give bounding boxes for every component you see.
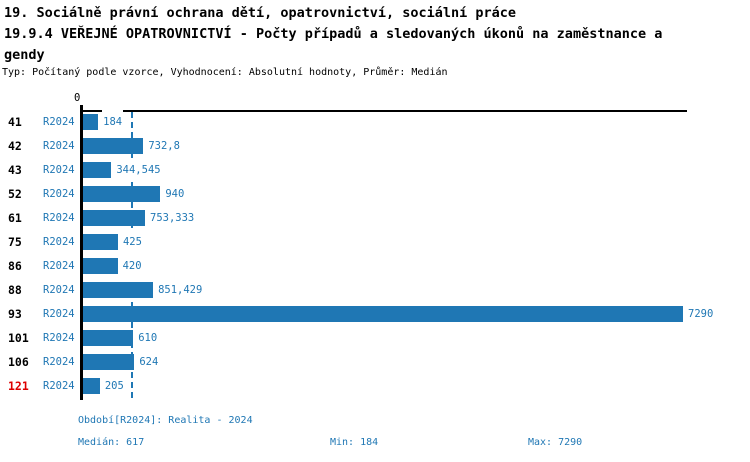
category-label: 88: [8, 283, 22, 297]
series-label: R2024: [43, 188, 75, 200]
category-label: 42: [8, 139, 22, 153]
chart-row: 101 R2024 610: [0, 326, 750, 350]
axis-origin-label: 0: [74, 92, 81, 104]
bar: [83, 282, 154, 298]
category-label: 41: [8, 115, 22, 129]
category-label: 106: [8, 355, 29, 369]
value-label: 624: [138, 350, 160, 374]
report-title-line-2: 19.9.4 VEŘEJNÉ OPATROVNICTVÍ - Počty pří…: [4, 26, 663, 42]
bar: [83, 258, 118, 274]
series-label: R2024: [43, 332, 75, 344]
value-label: 344,545: [115, 158, 162, 182]
chart-row: 121 R2024 205: [0, 374, 750, 398]
min-stat: Min: 184: [330, 437, 379, 448]
bar-chart: 0 41 R2024 184 42 R2024 732,8 43 R2024 344,545 52…: [0, 92, 750, 400]
series-label: R2024: [43, 116, 75, 128]
category-label: 121: [8, 379, 29, 393]
value-label: 610: [137, 326, 159, 350]
category-label: 43: [8, 163, 22, 177]
value-label: 205: [103, 374, 125, 398]
series-label: R2024: [43, 284, 75, 296]
series-label: R2024: [43, 140, 75, 152]
bar: [83, 354, 135, 370]
report-title-line-1: 19. Sociálně právní ochrana dětí, opatro…: [4, 5, 517, 21]
chart-row: 52 R2024 940: [0, 182, 750, 206]
bar: [83, 138, 144, 154]
series-label: R2024: [43, 260, 75, 272]
value-label: 940: [164, 182, 186, 206]
value-label: 851,429: [157, 278, 204, 302]
bar: [83, 306, 683, 322]
category-label: 52: [8, 187, 22, 201]
chart-row: 75 R2024 425: [0, 230, 750, 254]
value-label: 425: [121, 230, 143, 254]
report-title-line-3: gendy: [4, 47, 45, 63]
bar: [83, 234, 118, 250]
y-axis-line: [80, 105, 83, 400]
series-label: R2024: [43, 212, 75, 224]
bar: [83, 162, 112, 178]
category-label: 101: [8, 331, 29, 345]
chart-row: 61 R2024 753,333: [0, 206, 750, 230]
chart-row: 43 R2024 344,545: [0, 158, 750, 182]
bar: [83, 186, 161, 202]
chart-row: 88 R2024 851,429: [0, 278, 750, 302]
chart-row: 86 R2024 420: [0, 254, 750, 278]
bar: [83, 330, 134, 346]
chart-row: 106 R2024 624: [0, 350, 750, 374]
chart-row: 42 R2024 732,8: [0, 134, 750, 158]
report-header: 19. Sociálně právní ochrana dětí, opatro…: [4, 3, 662, 66]
x-axis-line: [80, 110, 687, 112]
series-label: R2024: [43, 380, 75, 392]
median-stat: Medián: 617: [78, 437, 145, 448]
value-label: 184: [102, 110, 124, 134]
series-label: R2024: [43, 164, 75, 176]
bar: [83, 378, 100, 394]
series-label: R2024: [43, 356, 75, 368]
period-label: Období[R2024]: Realita - 2024: [78, 415, 253, 426]
value-label: 732,8: [147, 134, 181, 158]
category-label: 61: [8, 211, 22, 225]
chart-row: 41 R2024 184: [0, 110, 750, 134]
category-label: 93: [8, 307, 22, 321]
value-label: 7290: [687, 302, 715, 326]
bar: [83, 114, 99, 130]
max-stat: Max: 7290: [528, 437, 583, 448]
series-label: R2024: [43, 308, 75, 320]
series-label: R2024: [43, 236, 75, 248]
category-label: 86: [8, 259, 22, 273]
category-label: 75: [8, 235, 22, 249]
value-label: 420: [121, 254, 143, 278]
value-label: 753,333: [149, 206, 196, 230]
chart-row: 93 R2024 7290: [0, 302, 750, 326]
bar: [83, 210, 145, 226]
report-subtitle: Typ: Počítaný podle vzorce, Vyhodnocení:…: [2, 67, 448, 78]
